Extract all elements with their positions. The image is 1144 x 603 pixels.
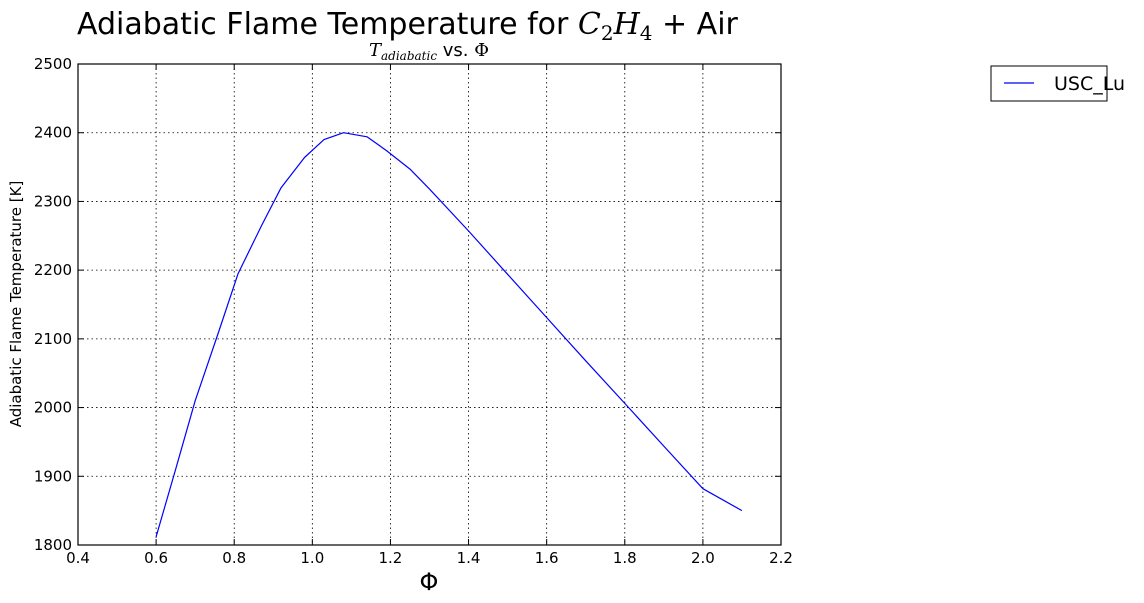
x-tick-label: 1.2 [379, 549, 403, 567]
x-tick-label: 2.0 [691, 549, 715, 567]
ytick-labels: 1800 1900 2000 2100 2200 2300 2400 2500 [34, 55, 72, 554]
chart-subtitle-symbol-sub: adiabatic [381, 49, 437, 63]
series-line-usc-lu [155, 132, 743, 537]
x-tick-label: 1.8 [613, 549, 637, 567]
x-tick-label: 1.0 [300, 549, 324, 567]
y-tick-label: 2300 [34, 192, 72, 210]
plot-frame [77, 63, 782, 546]
xtick-labels: 0.4 0.6 0.8 1.0 1.2 1.4 1.6 1.8 2.0 2.2 [66, 549, 793, 567]
y-tick-label: 2500 [34, 55, 72, 73]
chart-subtitle-symbol: T [369, 40, 383, 61]
chart-title-formula-c-sub: 2 [601, 21, 614, 45]
x-tick-label: 1.4 [457, 549, 481, 567]
chart-title-suffix: + Air [652, 7, 738, 42]
y-tick-label: 2100 [34, 330, 72, 348]
chart-title: Adiabatic Flame Temperature for C2H4 + A… [77, 7, 739, 45]
chart-title-formula-c: C [578, 7, 601, 42]
chart-subtitle-middle: vs. [437, 40, 474, 61]
legend-label-usc-lu: USC_Lu [1054, 73, 1125, 95]
y-tick-label: 1800 [34, 536, 72, 554]
x-axis-label: Φ [420, 568, 439, 596]
y-axis-label: Adiabatic Flame Temperature [K] [7, 181, 25, 428]
y-tick-label: 1900 [34, 467, 72, 485]
x-tick-label: 0.4 [66, 549, 90, 567]
chart-subtitle-phi: Φ [474, 40, 489, 61]
chart-title-formula-h: H [613, 7, 641, 42]
ticks [77, 63, 782, 546]
x-tick-label: 2.2 [769, 549, 793, 567]
series-layer [155, 132, 743, 537]
legend: USC_Lu [990, 65, 1125, 102]
y-tick-label: 2400 [34, 124, 72, 142]
chart-title-prefix: Adiabatic Flame Temperature for [77, 7, 578, 42]
x-tick-label: 1.6 [535, 549, 559, 567]
chart-subtitle: Tadiabatic vs. Φ [369, 40, 489, 63]
x-tick-label: 0.8 [222, 549, 246, 567]
chart-title-formula-h-sub: 4 [640, 21, 653, 45]
y-tick-label: 2200 [34, 261, 72, 279]
y-tick-label: 2000 [34, 399, 72, 417]
grid [78, 64, 781, 545]
x-tick-label: 0.6 [144, 549, 168, 567]
